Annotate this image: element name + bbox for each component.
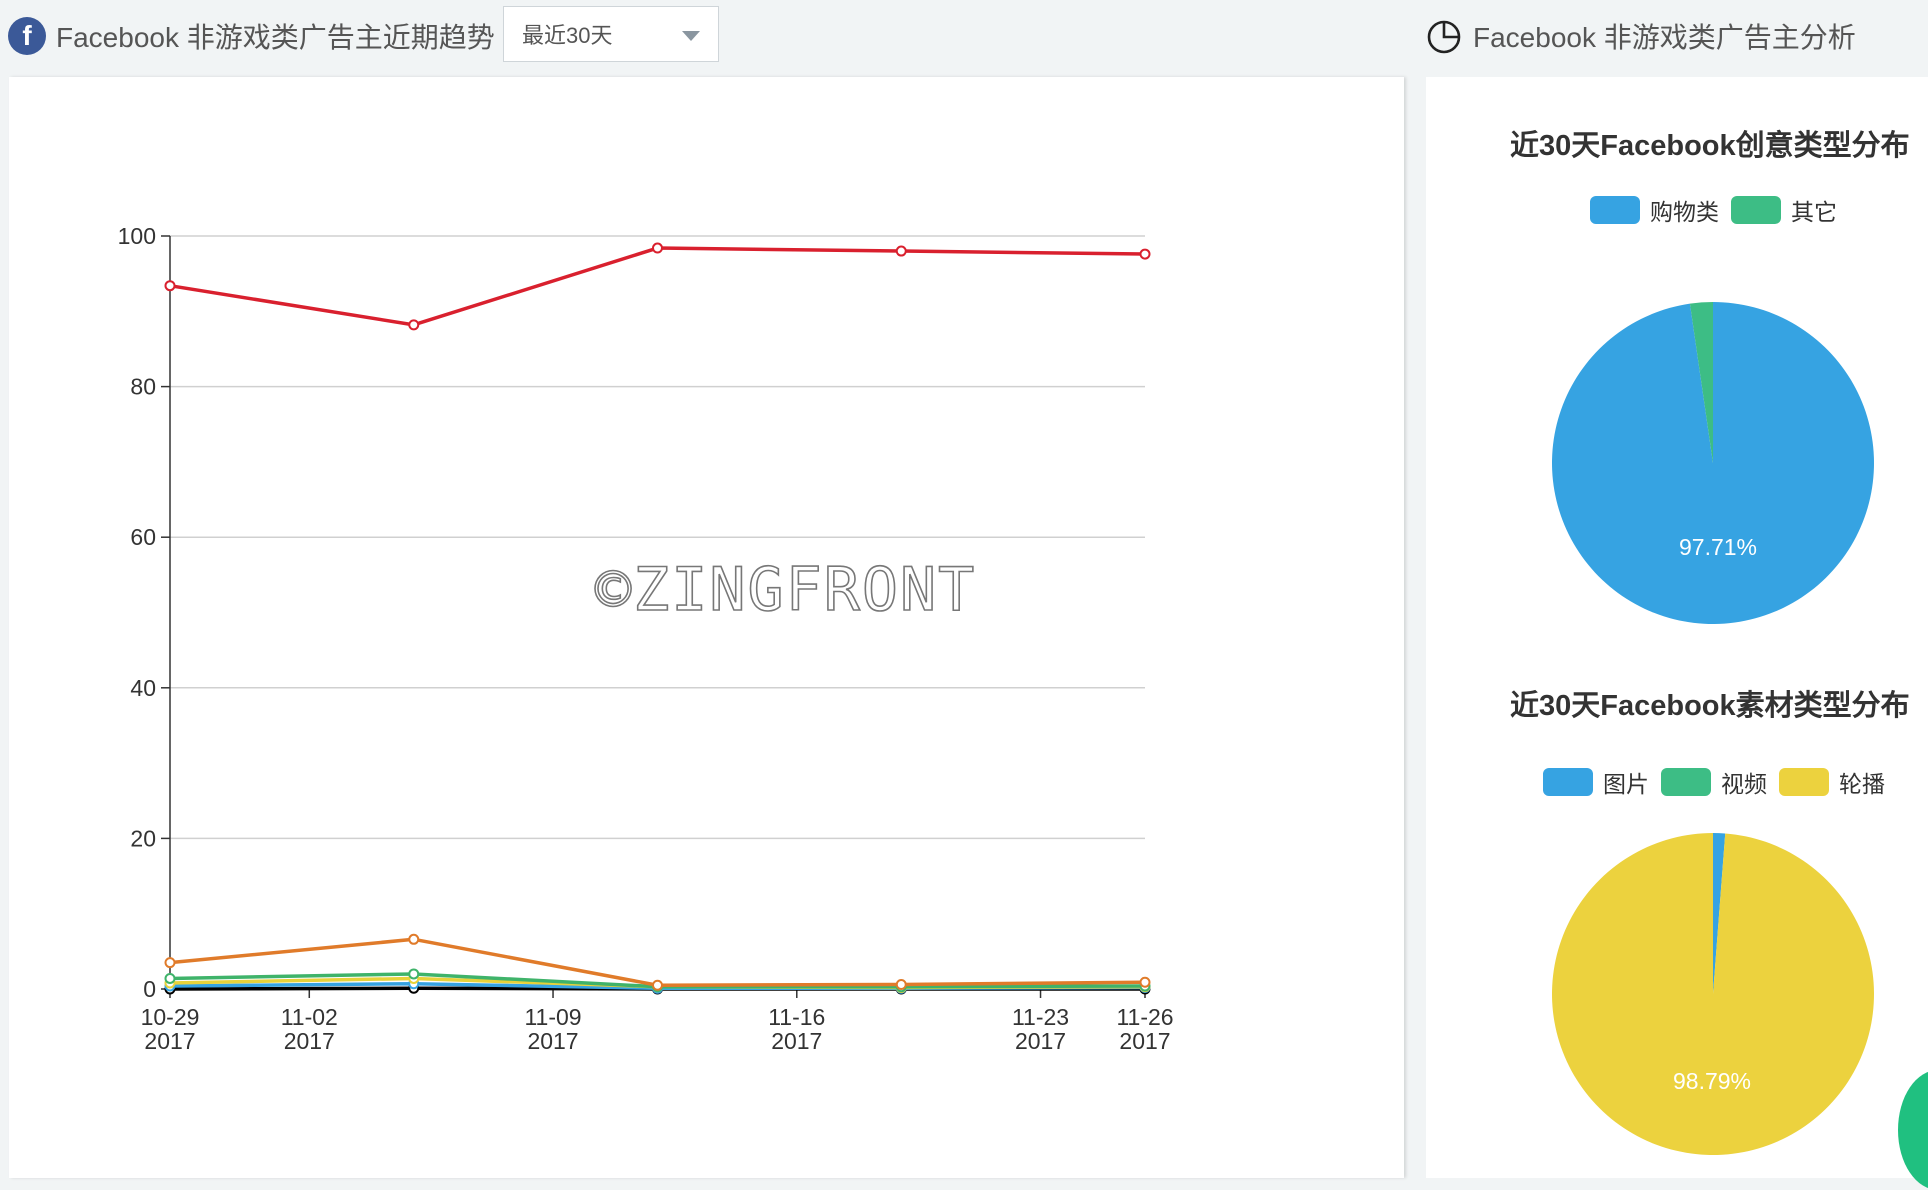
slice-label: 98.79% (1673, 1068, 1751, 1094)
x-tick-year: 2017 (527, 1028, 578, 1054)
legend-item[interactable]: 其它 (1731, 193, 1837, 227)
watermark: ©ZINGFRONT (594, 554, 977, 626)
data-point (164, 280, 176, 292)
pie-slice (1713, 833, 1726, 994)
data-point (1139, 976, 1151, 988)
x-tick-year: 2017 (1015, 1028, 1066, 1054)
pie2-title: 近30天Facebook素材类型分布 (1510, 690, 1910, 722)
legend-label: 购物类 (1650, 199, 1719, 225)
data-point (652, 979, 663, 991)
x-tick-label: 11-02 (281, 1004, 338, 1030)
x-tick-label: 10-29 (141, 1004, 200, 1030)
trend-title: Facebook 非游戏类广告主近期趋势 (56, 22, 495, 53)
pie-slice (1689, 302, 1713, 463)
legend-item[interactable]: 图片 (1543, 765, 1649, 799)
legend-swatch (1779, 768, 1829, 796)
trend-header: f Facebook 非游戏类广告主近期趋势 (8, 8, 495, 64)
data-point (895, 245, 907, 257)
y-tick-label: 40 (130, 675, 156, 701)
data-point (408, 933, 420, 945)
data-point (164, 972, 176, 984)
legend-swatch (1661, 768, 1711, 796)
date-range-select[interactable]: 最近30天 (503, 6, 719, 62)
pie1-title: 近30天Facebook创意类型分布 (1510, 130, 1910, 162)
pie2-legend: 图片 视频 轮播 (1543, 765, 1897, 799)
legend-label: 轮播 (1839, 771, 1885, 797)
legend-item[interactable]: 视频 (1661, 765, 1767, 799)
y-tick-label: 100 (118, 223, 156, 249)
x-tick-label: 11-23 (1012, 1004, 1069, 1030)
x-tick-label: 11-26 (1116, 1004, 1173, 1030)
data-point (895, 978, 907, 990)
trend-panel (9, 77, 1404, 1178)
slice-label: 97.71% (1679, 534, 1757, 560)
x-tick-label: 11-09 (524, 1004, 581, 1030)
pie-slice (1552, 833, 1874, 1155)
x-tick-label: 11-16 (768, 1004, 825, 1030)
legend-swatch (1731, 196, 1781, 224)
analysis-header: Facebook 非游戏类广告主分析 (1425, 8, 1856, 64)
pie-chart-icon (1427, 20, 1461, 54)
x-tick-year: 2017 (771, 1028, 822, 1054)
facebook-icon: f (8, 17, 46, 55)
legend-label: 视频 (1721, 771, 1767, 797)
legend-item[interactable]: 轮播 (1779, 765, 1885, 799)
legend-label: 图片 (1603, 771, 1649, 797)
chevron-down-icon (682, 31, 700, 41)
legend-swatch (1543, 768, 1593, 796)
legend-label: 其它 (1791, 199, 1837, 225)
data-point (408, 319, 420, 331)
y-tick-label: 60 (130, 524, 156, 550)
legend-item[interactable]: 购物类 (1590, 193, 1719, 227)
date-range-value: 最近30天 (522, 23, 613, 48)
data-point (1139, 248, 1151, 260)
pie1-legend: 购物类 其它 (1590, 193, 1849, 227)
data-point (408, 968, 420, 980)
y-tick-label: 0 (143, 976, 156, 1002)
legend-swatch (1590, 196, 1640, 224)
x-tick-year: 2017 (284, 1028, 335, 1054)
y-tick-label: 20 (130, 825, 156, 851)
x-tick-year: 2017 (144, 1028, 195, 1054)
data-point (164, 957, 176, 969)
data-point (652, 242, 663, 254)
x-tick-year: 2017 (1119, 1028, 1170, 1054)
analysis-title: Facebook 非游戏类广告主分析 (1473, 22, 1856, 53)
y-tick-label: 80 (130, 374, 156, 400)
